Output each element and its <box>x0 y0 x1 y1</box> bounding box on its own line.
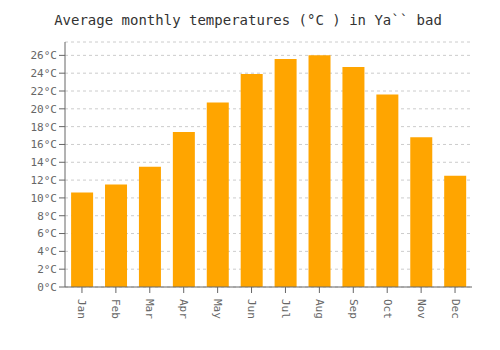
svg-text:14°C: 14°C <box>31 156 58 169</box>
svg-text:6°C: 6°C <box>37 227 57 240</box>
svg-text:2°C: 2°C <box>37 263 57 276</box>
svg-text:Mar: Mar <box>143 299 156 319</box>
svg-text:Dec: Dec <box>449 299 462 319</box>
svg-text:24°C: 24°C <box>31 67 58 80</box>
svg-text:Jun: Jun <box>245 299 258 319</box>
svg-text:Feb: Feb <box>109 299 122 319</box>
svg-text:10°C: 10°C <box>31 192 58 205</box>
svg-text:Oct: Oct <box>381 299 394 319</box>
svg-text:Nov: Nov <box>415 299 428 319</box>
svg-text:12°C: 12°C <box>31 174 58 187</box>
svg-text:Jan: Jan <box>75 299 88 319</box>
svg-text:Jul: Jul <box>279 299 292 319</box>
html-text:Average monthly temperatures (: Average monthly temperatures (°C ) in Ya… <box>54 12 442 28</box>
svg-text:Sep: Sep <box>347 299 360 319</box>
svg-text:May: May <box>211 299 224 319</box>
svg-text:16°C: 16°C <box>31 138 58 151</box>
svg-text:20°C: 20°C <box>31 103 58 116</box>
svg-text:0°C: 0°C <box>37 281 57 294</box>
svg-text:8°C: 8°C <box>37 210 57 223</box>
svg-text:22°C: 22°C <box>31 85 58 98</box>
svg-text:26°C: 26°C <box>31 49 58 62</box>
svg-text:Aug: Aug <box>313 299 326 319</box>
svg-text:18°C: 18°C <box>31 121 58 134</box>
svg-text:Apr: Apr <box>177 299 190 319</box>
svg-text:4°C: 4°C <box>37 245 57 258</box>
